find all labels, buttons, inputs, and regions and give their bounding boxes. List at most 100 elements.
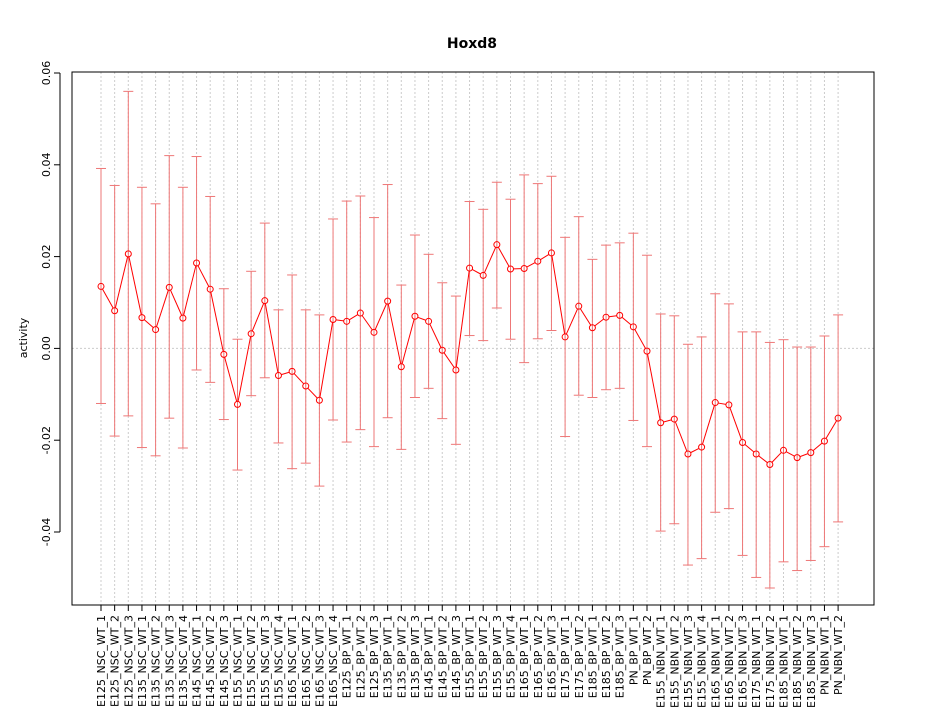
x-tick-label: E155_NSC_WT_2 (245, 615, 258, 707)
series-line-segment (210, 292, 224, 352)
x-tick-label: E155_BP_WT_3 (491, 615, 504, 698)
chart-title: Hoxd8 (447, 36, 497, 52)
y-tick-label: 0.06 (40, 61, 53, 86)
data-point (684, 450, 692, 458)
x-tick-label: PN_BP_WT_1 (627, 615, 640, 685)
x-tick-label: E175_BP_WT_2 (573, 615, 586, 698)
series-line-segment (608, 315, 617, 318)
x-tick-label: E155_NBN_WT_3 (682, 615, 695, 708)
series-line-segment (183, 265, 197, 316)
x-tick-label: E185_BP_WT_3 (614, 615, 627, 698)
series-line-segment (526, 262, 536, 268)
data-point (356, 309, 364, 317)
data-point (616, 311, 624, 319)
y-tick-label: -0.04 (40, 518, 53, 546)
series-line-segment (785, 451, 795, 457)
data-point (752, 450, 760, 458)
errorbar-layer (96, 90, 844, 589)
data-point (602, 313, 610, 321)
series-line-segment (224, 357, 238, 402)
x-tick-label: E125_BP_WT_2 (354, 615, 367, 698)
data-point (111, 307, 119, 315)
series-line-segment (128, 256, 142, 315)
series-line-segment (281, 371, 290, 376)
data-point (179, 314, 187, 322)
series-line-segment (771, 452, 782, 463)
series-line-segment (634, 329, 646, 349)
data-point (302, 382, 310, 390)
data-point (138, 314, 146, 322)
data-point (329, 315, 337, 323)
data-point (547, 249, 555, 257)
series-line-segment (579, 308, 592, 326)
data-point (834, 414, 842, 422)
series-line-segment (319, 322, 334, 398)
series-line-segment (361, 315, 373, 331)
x-tick-label: E125_NSC_WT_3 (122, 615, 135, 707)
series-line-segment (102, 288, 114, 309)
series-line-segment (718, 402, 727, 405)
x-tick-label: E165_NSC_WT_1 (286, 615, 299, 707)
x-tick-label: E125_BP_WT_3 (368, 615, 381, 698)
series-line-segment (565, 308, 578, 335)
data-point (793, 454, 801, 462)
series-line-segment (471, 269, 481, 275)
x-tick-label: E145_BP_WT_1 (423, 615, 436, 698)
x-tick-label: E155_NSC_WT_4 (272, 615, 285, 707)
series-line-segment (758, 455, 768, 464)
data-point (370, 328, 378, 336)
x-tick-label: PN_BP_WT_2 (641, 615, 654, 685)
data-point (315, 396, 323, 404)
data-point (234, 400, 241, 408)
x-tick-label: E145_NSC_WT_3 (218, 615, 231, 707)
x-tick-label: E165_BP_WT_2 (532, 615, 545, 698)
data-point (629, 323, 637, 331)
series-line-segment (349, 314, 359, 321)
data-point (193, 259, 201, 267)
x-tick-label: E145_NSC_WT_2 (204, 615, 217, 707)
x-tick-label: E165_NBN_WT_1 (709, 615, 722, 708)
x-tick-label: E155_BP_WT_1 (464, 615, 477, 698)
series-line-segment (114, 256, 129, 308)
series-line-segment (374, 303, 387, 330)
x-tick-label: E165_BP_WT_1 (518, 615, 531, 698)
x-tick-label: E175_BP_WT_1 (559, 615, 572, 698)
series-line-segment (443, 352, 455, 368)
series-line-segment (690, 447, 700, 454)
data-point (493, 241, 501, 249)
x-tick-label: E155_NSC_WT_3 (259, 615, 272, 707)
series-line-segment (197, 265, 210, 287)
series-line-segment (455, 270, 470, 368)
y-axis-label: activity (17, 317, 30, 358)
series-line-segment (551, 255, 566, 335)
data-point (561, 333, 569, 341)
data-point (725, 401, 733, 409)
x-tick-label: E185_BP_WT_2 (600, 615, 613, 698)
series-line-segment (401, 319, 415, 364)
x-tick-label: E135_NSC_WT_4 (177, 615, 190, 707)
series-line-segment (170, 289, 183, 316)
series-line-segment (799, 453, 809, 458)
x-tick-label: E185_BP_WT_1 (586, 615, 599, 698)
x-tick-label: E125_NSC_WT_1 (95, 615, 108, 707)
data-point (575, 302, 583, 310)
data-point (588, 324, 596, 332)
x-tick-label: E135_NSC_WT_1 (136, 615, 149, 707)
series-line-segment (812, 442, 823, 452)
data-point (507, 265, 514, 273)
data-point (274, 371, 282, 379)
data-point (780, 446, 787, 454)
series-line-layer (102, 247, 837, 464)
y-tick-label: -0.02 (40, 426, 53, 454)
series-line-segment (387, 303, 402, 364)
data-point (438, 346, 446, 354)
data-point (384, 297, 392, 305)
data-point (807, 449, 815, 457)
grid-layer (72, 72, 874, 605)
series-line-segment (825, 420, 837, 439)
data-point (466, 264, 474, 272)
series-line-segment (674, 421, 688, 452)
data-point (534, 257, 542, 265)
